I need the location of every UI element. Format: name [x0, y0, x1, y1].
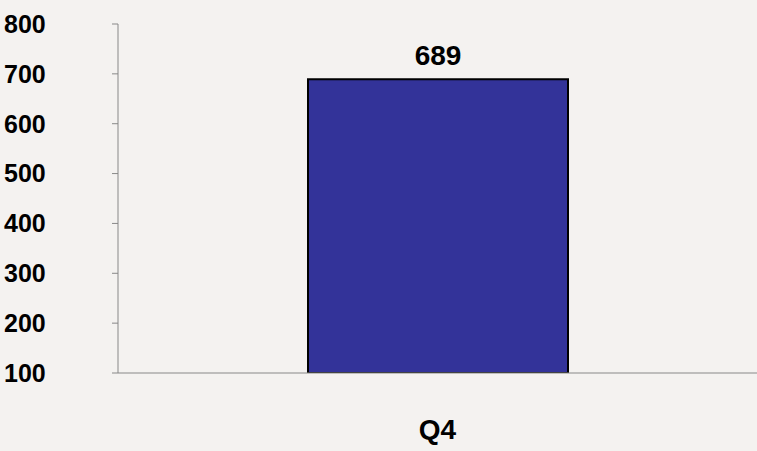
- svg-text:400: 400: [4, 209, 46, 237]
- svg-text:Q4: Q4: [419, 414, 457, 445]
- svg-text:600: 600: [4, 110, 46, 138]
- svg-text:200: 200: [4, 309, 46, 337]
- svg-text:700: 700: [4, 60, 46, 88]
- svg-text:500: 500: [4, 159, 46, 187]
- svg-text:800: 800: [4, 10, 46, 38]
- svg-text:689: 689: [415, 40, 462, 71]
- svg-text:300: 300: [4, 259, 46, 287]
- svg-text:100: 100: [4, 359, 46, 387]
